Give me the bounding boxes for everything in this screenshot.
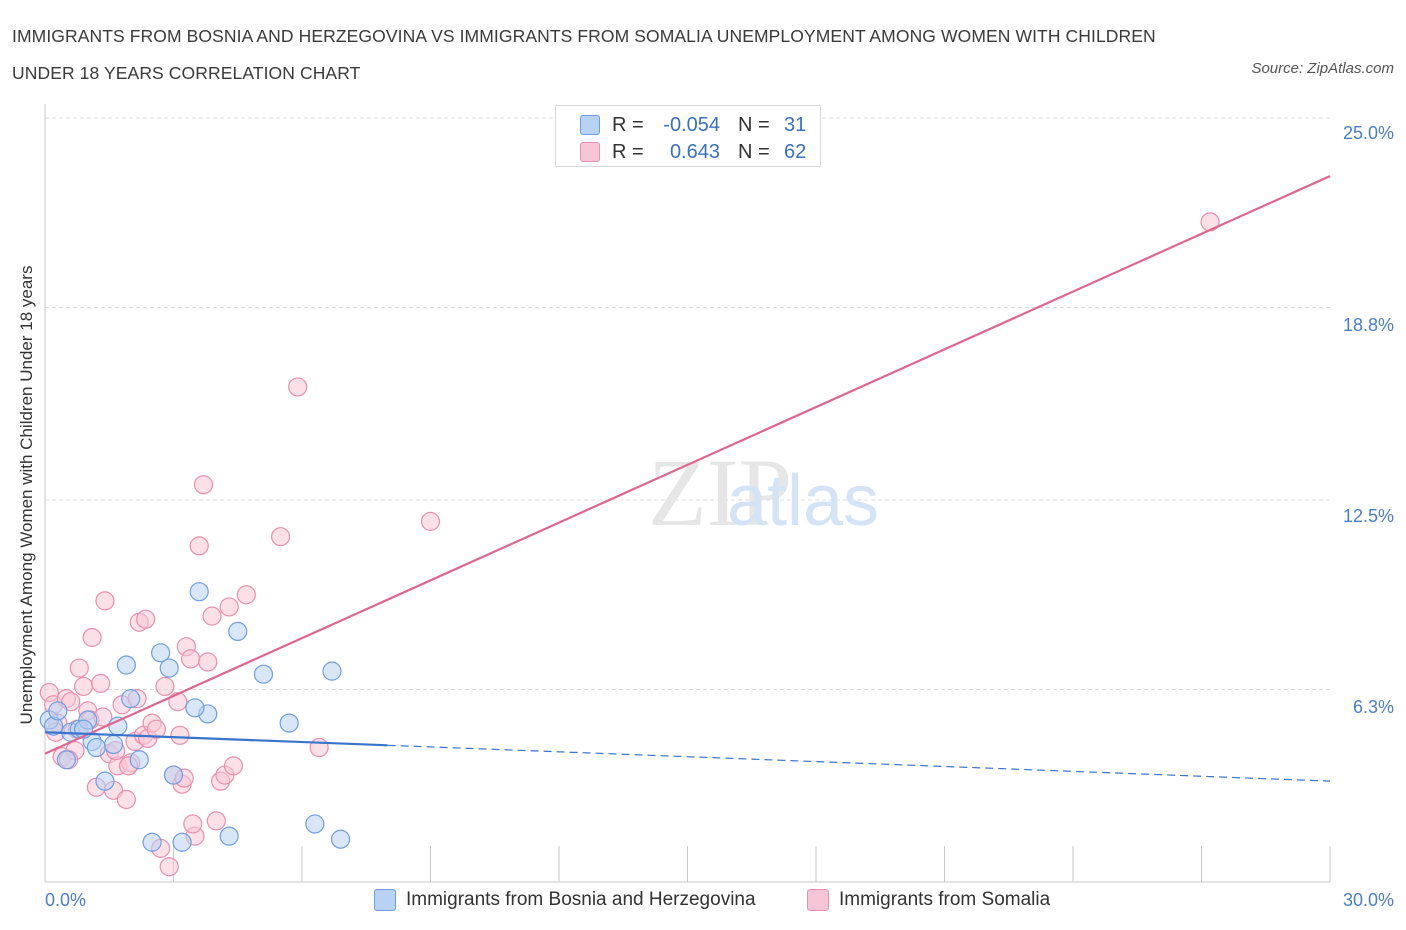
legend-item-somalia[interactable]: Immigrants from Somalia — [807, 889, 1050, 911]
data-point — [309, 737, 329, 758]
somalia-swatch — [580, 142, 600, 162]
data-point — [163, 765, 184, 785]
y-tick-label: 6.3% — [1352, 697, 1394, 717]
y-tick-label: 12.5% — [1342, 506, 1394, 526]
data-point — [48, 701, 68, 721]
data-point — [202, 606, 222, 626]
data-point — [305, 814, 325, 834]
data-point — [170, 725, 190, 745]
source-label: Source: ZipAtlas.com — [1251, 60, 1394, 77]
data-point — [86, 737, 107, 758]
r-label: R = — [612, 140, 644, 163]
data-point — [189, 582, 209, 602]
bosnia-trend-line — [44, 731, 388, 747]
data-point — [253, 664, 274, 684]
legend-item-label: Immigrants from Bosnia and Herzegovina — [406, 889, 756, 910]
data-point — [116, 655, 136, 675]
data-point — [155, 676, 175, 697]
data-point — [189, 536, 209, 556]
r-value: 0.643 — [669, 140, 720, 163]
data-point — [181, 649, 201, 669]
y-axis-label: Unemployment Among Women with Children U… — [17, 265, 36, 725]
data-point — [236, 585, 256, 605]
data-point — [95, 771, 115, 791]
chart-title: IMMIGRANTS FROM BOSNIA AND HERZEGOVINA V… — [12, 26, 1156, 83]
data-point — [193, 475, 214, 495]
data-point — [129, 750, 149, 770]
x-tick-label: 30.0% — [1342, 890, 1394, 910]
data-point — [91, 673, 111, 693]
data-point — [95, 591, 115, 611]
data-point — [73, 676, 94, 697]
data-point — [82, 627, 102, 648]
data-point — [183, 814, 203, 834]
data-point — [172, 832, 192, 852]
data-point — [116, 789, 136, 810]
data-point — [159, 658, 179, 678]
data-point — [198, 652, 218, 672]
legend-row-bosnia: R = -0.054 N = 31 — [580, 113, 806, 137]
bosnia-trend-extension — [387, 744, 1331, 782]
data-point — [223, 756, 244, 776]
x-axis-ticks — [44, 846, 1331, 882]
data-point — [219, 826, 239, 846]
data-point — [142, 832, 162, 852]
legend-item-bosnia[interactable]: Immigrants from Bosnia and Herzegovina — [374, 889, 756, 911]
n-label: N = — [738, 140, 770, 163]
series-legend: Immigrants from Bosnia and Herzegovina I… — [0, 889, 1406, 915]
data-point — [420, 511, 441, 531]
data-point — [330, 829, 351, 849]
x-tick-label: 0.0% — [45, 890, 87, 910]
data-point — [151, 643, 171, 663]
data-point — [219, 597, 239, 617]
data-point — [121, 689, 141, 709]
data-point — [185, 698, 205, 718]
somalia-trend-line — [44, 175, 1331, 755]
data-point — [103, 734, 124, 755]
bosnia-swatch — [580, 115, 600, 135]
data-point — [279, 713, 299, 733]
watermark-zip: ZIP — [648, 439, 792, 546]
data-point — [69, 658, 89, 678]
data-point — [56, 750, 77, 770]
data-point — [168, 692, 188, 712]
trend-lines — [44, 175, 1331, 782]
somalia-swatch — [807, 889, 829, 911]
bosnia-swatch — [374, 889, 396, 911]
legend-row-somalia: R = 0.643 N = 62 — [580, 140, 806, 164]
data-point — [270, 527, 291, 547]
stats-legend: R = -0.054 N = 31 R = 0.643 N = 62 — [555, 105, 821, 167]
data-point — [228, 621, 248, 642]
r-label: R = — [612, 113, 644, 136]
data-point — [206, 811, 226, 831]
legend-item-label: Immigrants from Somalia — [839, 889, 1051, 910]
data-point — [146, 719, 166, 739]
data-point — [288, 377, 308, 397]
watermark-atlas: atlas — [727, 461, 879, 541]
data-point — [322, 661, 342, 681]
n-label: N = — [738, 113, 770, 136]
somalia-points — [39, 212, 1220, 877]
r-value: -0.054 — [663, 113, 720, 136]
data-point — [159, 857, 179, 877]
y-tick-label: 25.0% — [1342, 123, 1394, 143]
data-point — [136, 609, 156, 629]
bosnia-points — [39, 582, 351, 852]
y-tick-label: 18.8% — [1342, 315, 1394, 335]
n-value: 31 — [784, 113, 807, 136]
n-value: 62 — [784, 140, 807, 163]
